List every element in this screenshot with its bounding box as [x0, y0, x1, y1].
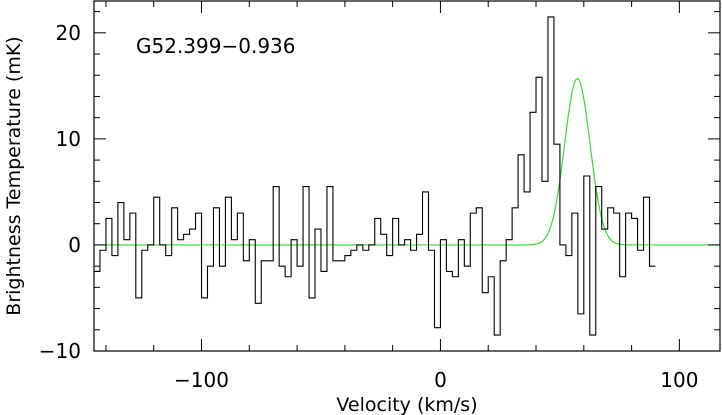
y-axis-label: Brightness Temperature (mK) — [3, 36, 25, 315]
gaussian-fit-layer — [94, 77, 720, 246]
spectrum-layer — [94, 16, 656, 336]
x-tick-label: 100 — [660, 368, 698, 392]
plot-frame — [93, 0, 721, 352]
x-axis-label: Velocity (km/s) — [336, 394, 477, 415]
source-name-annotation: G52.399−0.936 — [136, 34, 296, 58]
spectrum-histogram-line — [94, 16, 656, 336]
y-tick-label: 0 — [68, 233, 81, 257]
x-tick-label: 0 — [434, 368, 447, 392]
y-tick-label: −10 — [39, 339, 81, 363]
x-tick-label: −100 — [174, 368, 229, 392]
y-tick-label: 10 — [56, 127, 81, 151]
y-tick-label: 20 — [56, 21, 81, 45]
gaussian-fit-line — [94, 77, 720, 246]
